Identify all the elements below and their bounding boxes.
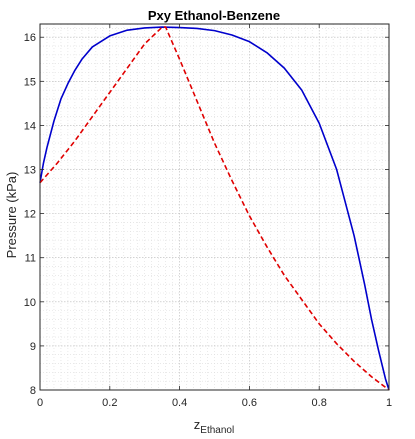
y-tick-label: 15 [24,76,36,88]
series-line-1 [39,26,390,391]
y-tick-label: 9 [30,341,36,353]
series-layer [39,26,390,391]
x-tick-label: 0.8 [312,397,327,409]
y-tick-label: 16 [24,32,36,44]
chart-title: Pxy Ethanol-Benzene [148,8,280,23]
x-tick-label: 0 [37,397,43,409]
y-tick-label: 11 [25,253,36,265]
x-tick-label: 0.6 [242,397,257,409]
x-axis-label: zEthanol [194,417,234,436]
y-tick-label: 10 [24,297,36,309]
x-tick-label: 0.4 [172,397,187,409]
series-line-2 [39,26,390,391]
y-tick-label: 13 [24,165,36,177]
plot-frame [39,23,390,391]
y-tick-label: 8 [30,385,36,397]
y-axis-label: Pressure (kPa) [4,172,19,259]
x-tick-label: 0.2 [102,397,117,409]
y-tick-label: 14 [24,120,36,132]
y-tick-label: 12 [24,209,36,221]
x-axis-label-main: z [194,417,201,432]
x-axis-label-sub: Ethanol [200,425,234,436]
ticks: 0 0.2 0.4 0.6 0.8 1 8 9 10 11 12 13 14 15 16 [24,24,392,409]
grid [40,24,389,390]
x-tick-label: 1 [386,397,392,409]
